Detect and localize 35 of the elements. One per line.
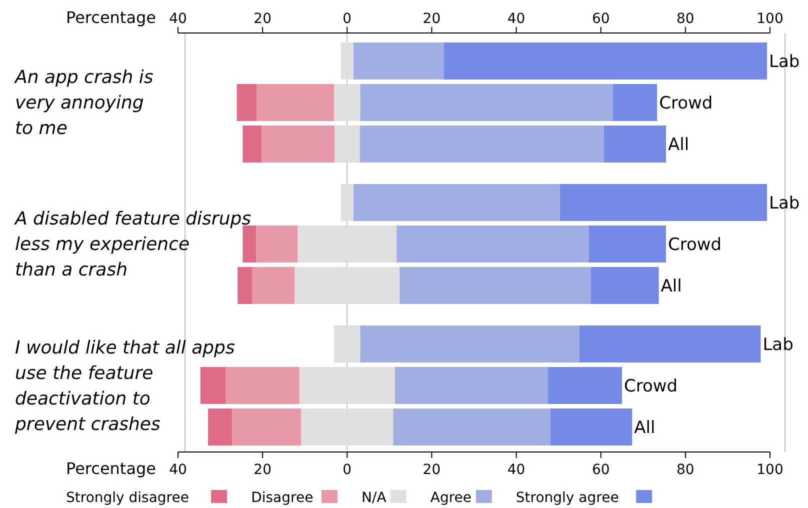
y-tick-label: Crowd xyxy=(624,376,678,396)
x-tick-label: 20 xyxy=(254,462,272,478)
y-tick-label: Lab xyxy=(769,52,800,72)
x2-tick-label: 60 xyxy=(592,11,610,27)
x-tick-label: 40 xyxy=(507,462,526,478)
y-tick-label: Lab xyxy=(762,335,794,355)
x-tick-label: 80 xyxy=(676,462,694,478)
x-axis-title: Percentage xyxy=(66,459,156,478)
x-tick-label: 40 xyxy=(169,462,187,478)
x2-tick-label: 40 xyxy=(169,11,187,27)
annotation: A disabled feature disrups less my experience than a crash xyxy=(14,208,252,280)
legend-label: Strongly disagree xyxy=(66,490,189,506)
x2-tick-label: 40 xyxy=(507,11,526,27)
legend-label: Disagree xyxy=(251,490,314,506)
annotation: I would like that all apps use the feature deactivation to prevent crashes xyxy=(14,337,235,435)
x2-tick-label: 100 xyxy=(756,11,784,27)
x-tick-label: 0 xyxy=(342,462,352,478)
x2-tick-label: 0 xyxy=(342,11,352,27)
y-tick-label: Lab xyxy=(769,194,800,214)
y-tick-label: All xyxy=(634,418,656,438)
legend-label: N/A xyxy=(362,490,387,506)
x2-axis-title: Percentage xyxy=(66,8,156,27)
y-tick-label: Crowd xyxy=(668,235,722,255)
x2-tick-label: 80 xyxy=(676,11,694,27)
x-tick-label: 60 xyxy=(592,462,610,478)
y-tick-label: All xyxy=(660,276,682,296)
text: An app crash is very annoying to me xyxy=(14,67,154,139)
legend-label: Agree xyxy=(430,490,472,506)
legend-label: Strongly agree xyxy=(516,490,619,506)
x2-tick-label: 20 xyxy=(422,11,441,27)
x-tick-label: 100 xyxy=(756,462,784,478)
x-tick-label: 20 xyxy=(422,462,441,478)
y-tick-label: All xyxy=(668,135,690,155)
y-tick-label: Crowd xyxy=(659,94,713,114)
x2-tick-label: 20 xyxy=(254,11,272,27)
